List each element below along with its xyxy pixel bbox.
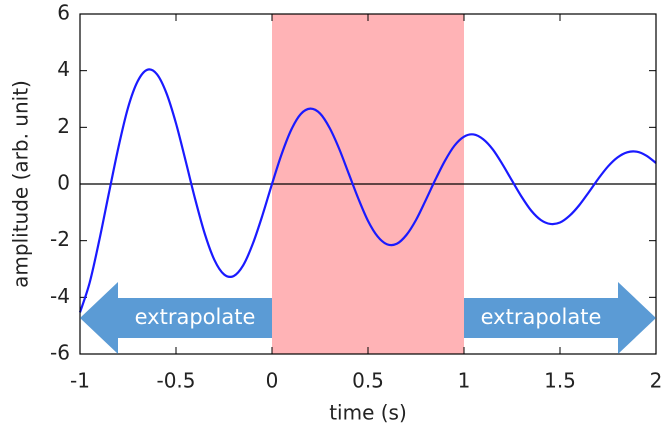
y-tick-label: -4: [50, 284, 70, 308]
y-tick-label: 2: [57, 114, 70, 138]
arrow-label: extrapolate: [481, 305, 602, 329]
y-tick-label: 0: [57, 171, 70, 195]
extrapolate-arrow: [80, 282, 272, 354]
arrow-label: extrapolate: [135, 305, 256, 329]
x-tick-label: -1: [70, 369, 90, 393]
y-tick-label: -6: [50, 341, 70, 365]
data-line: [78, 68, 657, 313]
x-tick-label: 0: [266, 369, 279, 393]
x-tick-label: 1.5: [544, 369, 576, 393]
plot-frame: [79, 13, 657, 355]
y-tick-label: -2: [50, 227, 70, 251]
y-axis-label: amplitude (arb. unit): [9, 80, 33, 288]
extrapolate-arrow: [464, 282, 656, 354]
x-tick-label: 0.5: [352, 369, 384, 393]
x-tick-label: -0.5: [156, 369, 195, 393]
x-axis-label: time (s): [329, 401, 407, 425]
y-tick-label: 6: [57, 1, 70, 25]
x-tick-label: 1: [458, 369, 471, 393]
y-tick-label: 4: [57, 57, 70, 81]
x-tick-label: 2: [650, 369, 663, 393]
